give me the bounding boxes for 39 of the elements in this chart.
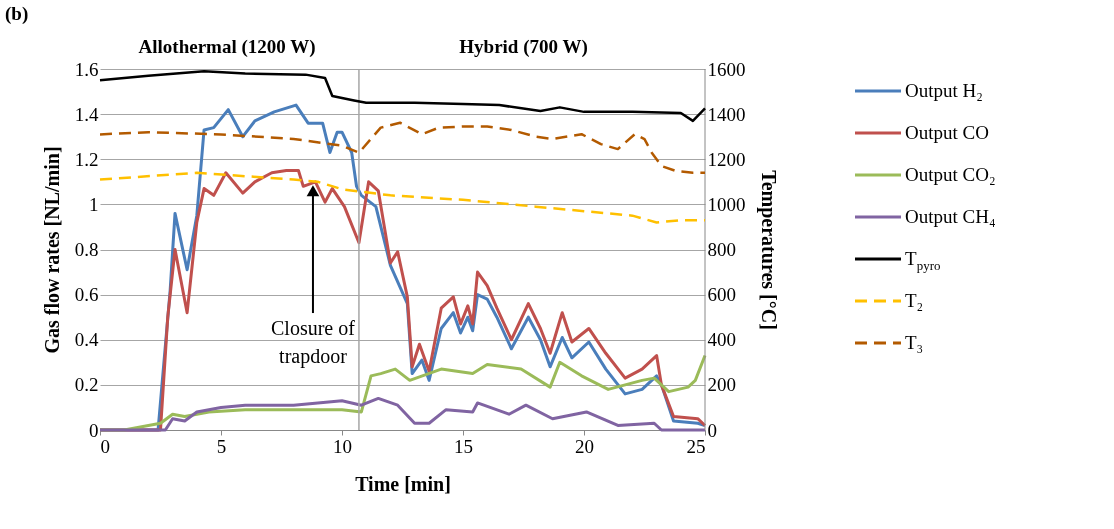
y2-axis-title: Temperatures [°C] [756, 170, 780, 330]
y-tick-label: 0.6 [74, 284, 99, 306]
y2-tick-label: 1000 [707, 193, 746, 215]
x-axis-title: Time [min] [355, 472, 451, 495]
x-tick-label: 10 [333, 435, 352, 457]
y2-tick-label: 800 [707, 239, 736, 260]
y2-tick-label: 1400 [707, 103, 746, 125]
x-tick-label: 20 [575, 435, 594, 457]
x-tick-label: 25 [686, 435, 706, 457]
text: Allothermal (1200 W) [138, 36, 316, 58]
y-tick-label: 1.6 [74, 58, 99, 80]
y-axis-title: Gas flow rates [NL/min] [40, 146, 63, 354]
y-tick-label: 0.2 [74, 374, 99, 396]
legend-label: Output CH₄ [905, 206, 996, 227]
line-series [98, 70, 707, 123]
y-tick-label: 0.4 [74, 329, 99, 351]
legend-label: T₂ [905, 290, 924, 311]
y2-tick-label: 400 [707, 329, 736, 351]
y-tick-label: 1.2 [74, 148, 99, 170]
legend-label: T₃ [905, 332, 924, 353]
y-tick-label: 1 [89, 193, 99, 215]
y-tick-label: 0 [89, 419, 99, 441]
legend-label: Output H₂ [905, 80, 983, 101]
y2-tick-label: 0 [707, 419, 717, 441]
y2-tick-label: 1600 [707, 58, 746, 80]
x-tick-label: 15 [454, 435, 473, 457]
y-tick-label: 0.8 [74, 239, 99, 260]
annotation: Closure of trapdoor [271, 317, 356, 369]
text: (b) [5, 3, 29, 25]
x-tick-label: 5 [216, 435, 227, 457]
line-series [98, 171, 707, 224]
line-series [98, 121, 707, 175]
y2-tick-label: 200 [707, 374, 736, 396]
legend-label: Output CO [905, 122, 989, 143]
y-tick-label: 1.4 [74, 103, 99, 125]
text: Hybrid (700 W) [459, 36, 588, 58]
y2-tick-label: 600 [707, 284, 736, 306]
legend-label: Output CO₂ [905, 164, 996, 185]
y2-tick-label: 1200 [707, 148, 746, 170]
